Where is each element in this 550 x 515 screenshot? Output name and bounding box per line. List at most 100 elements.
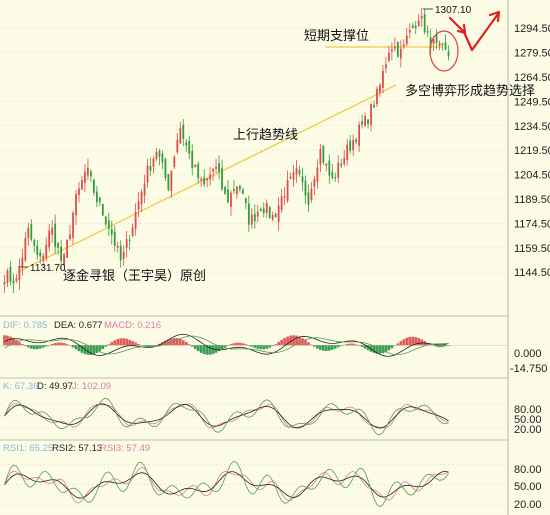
candle-body <box>134 211 137 229</box>
macd-bar <box>229 344 233 346</box>
panel-frames <box>0 0 509 515</box>
macd-bar <box>384 345 388 353</box>
candle-body <box>382 70 384 88</box>
candle-body <box>230 192 232 207</box>
macd-bar <box>18 342 21 346</box>
macd-bar <box>205 345 209 355</box>
macd-bar <box>357 345 361 346</box>
macd-bar <box>113 340 117 346</box>
candle-body <box>325 163 328 166</box>
candle-body <box>253 213 256 222</box>
candle-body <box>128 239 131 241</box>
macd-bar <box>447 345 450 346</box>
macd-bar <box>301 338 304 346</box>
candle-body <box>388 52 390 61</box>
candle-body <box>131 227 134 237</box>
rsi-line-0 <box>4 466 449 504</box>
candle-body <box>265 203 268 213</box>
macd-bar <box>324 345 328 351</box>
macd-bar <box>193 345 197 349</box>
candle-body <box>209 174 212 180</box>
macd-bar <box>387 345 391 351</box>
macd-bar <box>336 345 340 348</box>
candle-body <box>244 198 247 204</box>
macd-bar <box>438 345 441 348</box>
candle-body <box>9 266 12 282</box>
candle-body <box>197 163 200 179</box>
macd-bar <box>429 344 432 346</box>
macd-bar <box>38 345 42 349</box>
candle-body <box>271 215 274 220</box>
candle-body <box>191 150 194 169</box>
macd-bar <box>41 345 45 348</box>
macd-bar <box>322 345 325 351</box>
macd-legend-dea: DEA: 0.677 <box>54 320 103 331</box>
candle-body <box>30 223 33 240</box>
macd-bar <box>345 343 349 346</box>
macd-bar <box>342 344 346 346</box>
candle-body <box>27 228 30 239</box>
candle-body <box>3 281 6 285</box>
candle-body <box>277 205 280 222</box>
macd-bar <box>375 345 379 354</box>
candle-body <box>289 176 292 179</box>
macd-bar <box>107 344 111 346</box>
candle-body <box>349 140 352 151</box>
macd-bar <box>250 345 254 347</box>
macd-bar <box>12 338 15 346</box>
candle-body <box>143 183 146 196</box>
candle-body <box>331 171 334 178</box>
macd-bar <box>32 345 36 350</box>
macd-bar <box>65 344 69 346</box>
price-tick-label: 1174.50 <box>514 218 550 230</box>
candle-body <box>352 139 355 150</box>
candle-body <box>402 44 405 47</box>
candle-body <box>155 151 158 160</box>
macd-bar <box>53 343 57 346</box>
candle-body <box>212 168 214 172</box>
macd-bar <box>119 338 123 346</box>
candle-body <box>411 25 414 29</box>
candle-body <box>408 30 411 33</box>
macd-bar <box>351 343 355 346</box>
rsi-tick-1: 50.00 <box>514 481 542 493</box>
candle-body <box>146 165 149 183</box>
macd-panel <box>0 333 508 357</box>
candle-body <box>370 104 372 126</box>
candle-body <box>435 35 438 43</box>
candle-body <box>24 238 27 261</box>
macd-dea-line <box>4 335 449 356</box>
kdj-line-1 <box>4 403 449 429</box>
macd-bar <box>363 345 367 349</box>
candle-body <box>75 194 77 216</box>
macd-bar <box>59 342 63 346</box>
candle-body <box>18 267 21 281</box>
macd-bar <box>173 338 176 346</box>
price-axis: 1294.50 1279.50 1264.50 1249.50 1234.50 1219.… <box>514 23 550 279</box>
candle-body <box>194 164 197 168</box>
macd-bar <box>149 345 152 347</box>
macd-bar <box>435 345 438 347</box>
macd-bar <box>253 345 257 348</box>
macd-bar <box>202 345 206 355</box>
candle-body <box>60 246 63 261</box>
macd-bar <box>399 341 403 346</box>
macd-bar <box>187 344 191 346</box>
macd-bar <box>354 344 358 346</box>
macd-bar <box>196 345 200 352</box>
candle-body <box>200 178 203 181</box>
macd-bar <box>235 342 239 346</box>
candle-body <box>420 15 423 19</box>
macd-bar <box>417 338 421 346</box>
macd-bar <box>259 345 263 350</box>
candle-body <box>414 25 417 29</box>
macd-bar <box>390 345 394 349</box>
macd-bar <box>62 343 66 346</box>
macd-bar <box>175 338 179 346</box>
macd-bar <box>164 340 167 346</box>
macd-bar <box>283 338 286 346</box>
price-tick-label: 1219.50 <box>514 145 550 157</box>
macd-bar <box>152 345 155 347</box>
macd-bar <box>366 345 370 351</box>
